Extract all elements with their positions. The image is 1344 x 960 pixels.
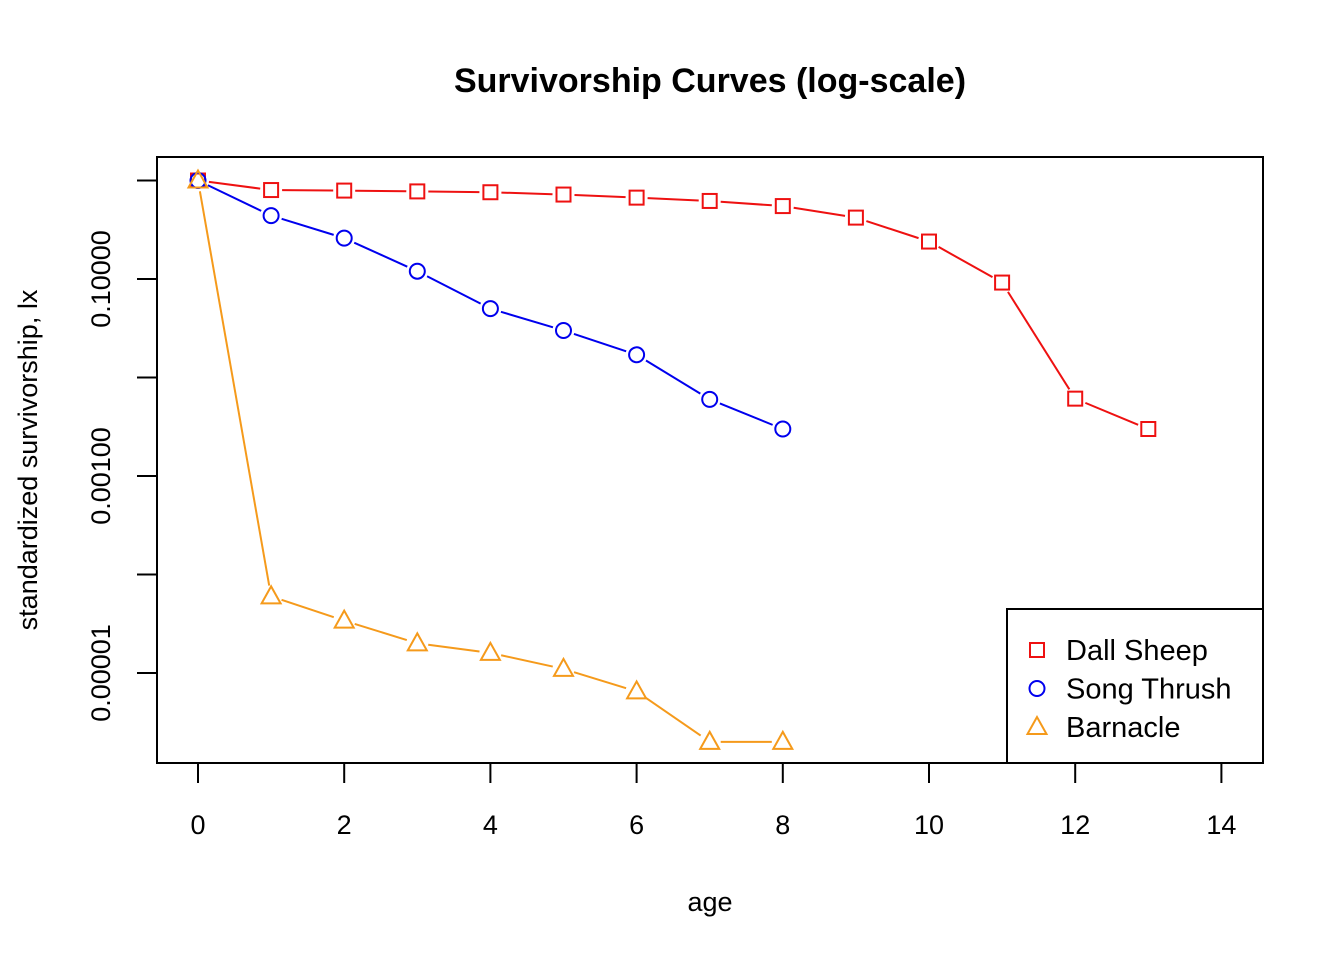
data-point-circle [335, 229, 353, 247]
data-point-square [774, 198, 791, 215]
series-line-segment [501, 191, 553, 196]
series-line-segment [500, 310, 554, 329]
series-line-segment [208, 180, 261, 190]
series-line-segment [353, 241, 408, 268]
series-layer [186, 168, 1157, 750]
data-point-circle [262, 207, 280, 225]
data-point-triangle [479, 640, 502, 661]
series-line-segment [574, 194, 626, 199]
series-line-segment [645, 696, 702, 737]
data-point-triangle [771, 729, 795, 750]
legend-label: Barnacle [1066, 712, 1180, 744]
legend-label: Song Thrush [1066, 674, 1232, 706]
series-song-thrush [189, 172, 792, 438]
data-point-triangle [332, 608, 356, 629]
series-line-segment [198, 191, 271, 586]
series-line-segment [426, 275, 482, 305]
legend-box [1006, 608, 1264, 764]
series-line-segment [1007, 291, 1071, 390]
series-dall-sheep [190, 172, 1157, 438]
series-line-segment [720, 200, 772, 207]
data-point-triangle [259, 584, 283, 605]
data-point-square [1029, 642, 1045, 658]
data-point-circle [408, 262, 426, 280]
data-point-square [701, 192, 718, 209]
series-line-segment [938, 246, 993, 279]
data-point-square [1067, 390, 1084, 407]
x-tick-label: 12 [1060, 810, 1090, 840]
data-point-triangle [406, 631, 429, 652]
data-point-square [921, 233, 937, 250]
legend: Dall Sheep Song Thrush Barnacle [1006, 608, 1264, 764]
series-line-segment [428, 190, 480, 194]
series-line-segment [281, 217, 334, 236]
series-line-segment [573, 671, 627, 690]
series-line-segment [719, 402, 773, 426]
series-line-segment [647, 197, 699, 202]
series-line-segment [207, 184, 262, 212]
data-point-square [336, 182, 353, 199]
x-tick-label: 10 [914, 810, 944, 840]
y-tick-label: 0.00100 [86, 427, 116, 525]
series-line-segment [500, 654, 553, 668]
series-line-segment [866, 220, 919, 240]
data-point-circle [481, 300, 499, 318]
data-point-square [994, 274, 1011, 291]
series-line-segment [428, 643, 480, 653]
x-axis-label: age [687, 887, 732, 917]
data-point-triangle [186, 168, 210, 189]
data-point-square [555, 186, 572, 203]
series-line-segment [354, 622, 408, 642]
series-line-segment [573, 333, 627, 353]
data-point-circle [555, 322, 572, 340]
x-tick-label: 6 [629, 810, 644, 840]
data-point-triangle [1025, 714, 1049, 735]
legend-label: Dall Sheep [1066, 635, 1208, 667]
y-axis: 0.00001 0.00100 0.10000 [86, 179, 158, 722]
data-point-square [263, 182, 280, 199]
series-barnacle [186, 168, 795, 750]
data-point-triangle [625, 679, 648, 700]
data-point-square [409, 183, 426, 200]
y-tick-label: 0.00001 [86, 624, 116, 722]
y-axis-label: standardized survivorship, lx [13, 289, 43, 630]
series-line-segment [1084, 401, 1139, 426]
series-line-segment [793, 206, 846, 217]
series-line-segment [645, 359, 701, 395]
series-line-segment [281, 598, 335, 619]
x-axis: 0 2 4 6 8 10 12 14 [190, 762, 1236, 840]
data-point-square [628, 189, 645, 206]
chart-title: Survivorship Curves (log-scale) [454, 62, 966, 100]
data-point-circle [1028, 680, 1046, 697]
x-tick-label: 2 [337, 810, 352, 840]
data-point-square [1140, 421, 1157, 438]
x-tick-label: 8 [775, 810, 790, 840]
x-tick-label: 4 [483, 810, 498, 840]
y-tick-label: 0.10000 [86, 230, 116, 328]
x-tick-label: 0 [190, 810, 205, 840]
data-point-square [847, 209, 864, 226]
data-point-circle [774, 420, 792, 438]
x-tick-label: 14 [1206, 810, 1236, 840]
data-point-square [482, 184, 499, 201]
data-point-triangle [698, 729, 721, 750]
data-point-circle [628, 346, 646, 364]
data-point-circle [701, 390, 719, 408]
series-line-segment [355, 189, 407, 193]
data-point-triangle [552, 656, 575, 677]
